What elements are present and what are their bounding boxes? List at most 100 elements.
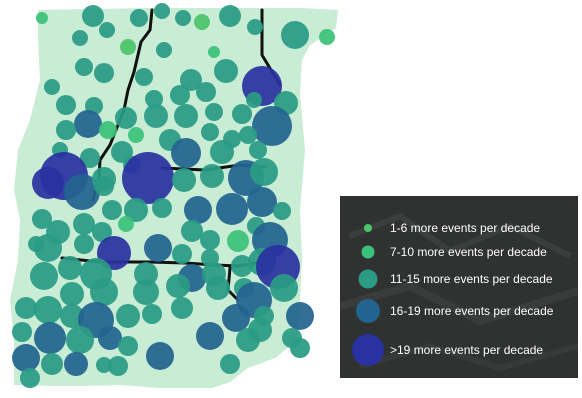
event-bubble: [73, 213, 95, 235]
event-bubble: [144, 234, 172, 262]
event-bubble: [102, 200, 122, 220]
legend-swatch-over-19: [352, 334, 384, 366]
event-bubble: [231, 255, 253, 277]
event-bubble: [12, 322, 32, 342]
event-bubble: [319, 29, 335, 45]
legend-label-over-19: >19 more events per decade: [390, 343, 544, 357]
event-bubble: [108, 356, 128, 376]
event-bubble: [196, 322, 224, 350]
event-bubble: [220, 354, 240, 374]
legend-item-over-19: >19 more events per decade: [340, 334, 578, 366]
legend-label-7-10: 7-10 more events per decade: [390, 245, 547, 259]
event-bubble: [170, 85, 190, 105]
bubble-layer: [12, 3, 335, 388]
event-bubble: [281, 21, 309, 49]
event-bubble: [72, 30, 88, 46]
legend-item-11-15: 11-15 more events per decade: [340, 264, 578, 294]
event-bubble: [214, 59, 238, 83]
event-bubble: [273, 202, 291, 220]
event-bubble: [98, 326, 122, 350]
legend-swatch-7-10: [361, 245, 375, 259]
event-bubble: [247, 187, 277, 217]
event-bubble: [171, 297, 193, 319]
event-bubble: [205, 103, 223, 121]
event-bubble: [219, 5, 241, 27]
event-bubble: [270, 274, 298, 302]
event-bubble: [249, 141, 267, 159]
legend-swatch-1-6: [364, 224, 372, 232]
event-bubble: [64, 174, 100, 210]
event-bubble: [227, 230, 249, 252]
event-bubble: [206, 276, 230, 300]
event-bubble: [210, 140, 234, 164]
legend-swatch-16-19: [356, 299, 380, 323]
event-bubble: [200, 164, 224, 188]
legend-item-16-19: 16-19 more events per decade: [340, 296, 578, 326]
event-bubble: [80, 148, 100, 168]
event-bubble: [286, 302, 314, 330]
event-bubble: [120, 39, 136, 55]
event-bubble: [208, 46, 220, 58]
legend-label-11-15: 11-15 more events per decade: [390, 272, 553, 286]
event-bubble: [44, 79, 60, 95]
event-bubble: [128, 127, 144, 143]
event-bubble: [181, 220, 203, 242]
event-bubble: [200, 230, 220, 250]
event-bubble: [36, 12, 48, 24]
event-bubble: [60, 282, 84, 306]
event-bubble: [194, 14, 210, 30]
event-bubble: [180, 69, 202, 91]
event-bubble: [154, 3, 170, 19]
event-bubble: [247, 19, 263, 35]
event-bubble: [94, 63, 114, 83]
legend-item-1-6: 1-6 more events per decade: [340, 213, 578, 243]
event-bubble: [216, 193, 248, 225]
event-bubble: [174, 104, 198, 128]
event-bubble: [250, 158, 278, 186]
event-bubble: [144, 104, 168, 128]
event-bubble: [94, 176, 114, 196]
event-bubble: [60, 304, 84, 328]
event-bubble: [115, 107, 137, 129]
event-bubble: [12, 344, 40, 372]
event-bubble: [34, 234, 62, 262]
legend-label-16-19: 16-19 more events per decade: [390, 304, 554, 318]
event-bubble: [133, 279, 159, 305]
map-panel: [10, 3, 338, 388]
event-bubble: [146, 342, 174, 370]
event-bubble: [184, 196, 212, 224]
event-bubble: [232, 104, 252, 124]
event-bubble: [32, 209, 52, 229]
event-bubble: [201, 123, 219, 141]
event-bubble: [236, 328, 260, 352]
event-bubble: [118, 336, 138, 356]
event-bubble: [90, 278, 118, 306]
event-bubble: [56, 95, 76, 115]
event-bubble: [99, 22, 115, 38]
event-bubble: [34, 296, 62, 324]
event-bubble: [196, 82, 216, 102]
event-bubble: [116, 304, 140, 328]
event-bubble: [135, 68, 153, 86]
event-bubble: [239, 126, 257, 144]
event-bubble: [222, 304, 250, 332]
event-bubble: [175, 10, 191, 26]
event-bubble: [124, 198, 148, 222]
event-bubble: [58, 256, 82, 280]
event-bubble: [32, 167, 64, 199]
event-bubble: [252, 106, 292, 146]
event-bubble: [30, 262, 58, 290]
event-bubble: [99, 121, 117, 139]
map-canvas: [10, 3, 338, 388]
event-bubble: [92, 222, 112, 242]
legend-swatch-11-15: [358, 269, 378, 289]
event-bubble: [75, 58, 93, 76]
event-bubble: [166, 274, 190, 298]
event-bubble: [172, 244, 192, 264]
event-bubble: [64, 352, 88, 376]
event-bubble: [172, 168, 196, 192]
event-bubble: [15, 297, 37, 319]
event-bubble: [142, 304, 162, 324]
event-bubble: [130, 9, 148, 27]
event-bubble: [96, 357, 112, 373]
